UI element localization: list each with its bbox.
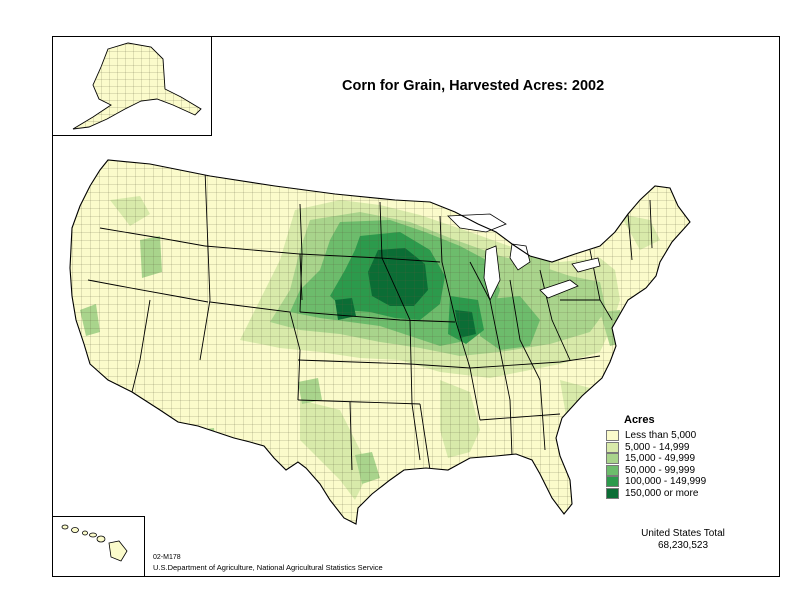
legend-swatch — [606, 476, 619, 488]
map-code: 02-M178 — [153, 554, 181, 561]
legend-swatch — [606, 464, 619, 476]
alaska-inset — [52, 36, 212, 136]
state-boundaries — [87, 169, 653, 471]
legend-label: 50,000 - 99,999 — [625, 464, 696, 476]
legend-title: Acres — [624, 414, 655, 426]
us-total-label: United States Total — [641, 528, 725, 539]
hawaii-map — [61, 524, 128, 562]
hawaii-inset — [52, 516, 145, 577]
legend-swatch — [606, 453, 619, 465]
legend-item: Less than 5,000 — [606, 430, 706, 442]
legend-item: 15,000 - 49,999 — [606, 453, 706, 465]
alaska-map — [72, 42, 202, 130]
source-note: U.S.Department of Agriculture, National … — [153, 563, 383, 572]
legend-item: 5,000 - 14,999 — [606, 441, 706, 454]
legend-label: 5,000 - 14,999 — [625, 441, 690, 453]
legend-label: 150,000 or more — [625, 487, 699, 499]
legend-label: Less than 5,000 — [625, 430, 697, 442]
legend-swatch — [606, 487, 619, 499]
us-total: United States Total 68,230,523 — [618, 528, 748, 552]
legend-label: 15,000 - 49,999 — [625, 453, 696, 465]
us-total-value: 68,230,523 — [657, 540, 709, 551]
legend-item: 50,000 - 99,999 — [606, 464, 706, 477]
legend: Acres Less than 5,000 5,000 - 14,999 15,… — [606, 414, 706, 499]
legend-swatch — [606, 441, 619, 453]
map-title: Corn for Grain, Harvested Acres: 2002 — [342, 78, 605, 94]
legend-label: 100,000 - 149,999 — [625, 476, 707, 488]
legend-item: 150,000 or more — [606, 487, 706, 500]
legend-swatch — [606, 430, 619, 442]
legend-item: 100,000 - 149,999 — [606, 476, 706, 488]
